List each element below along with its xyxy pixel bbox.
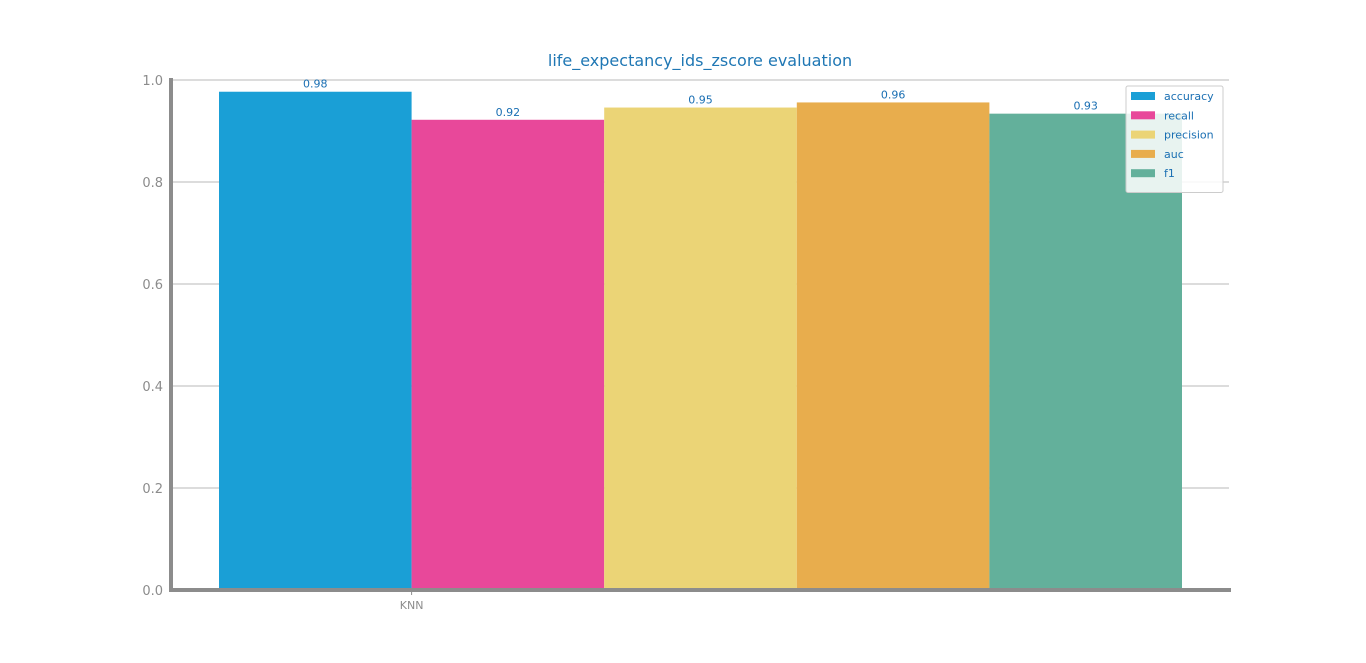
data-label-accuracy: 0.98 bbox=[303, 78, 328, 91]
y-tick-label: 0.6 bbox=[142, 278, 163, 293]
bar-precision bbox=[604, 107, 797, 590]
y-tick-label: 0.0 bbox=[142, 584, 163, 599]
legend-label-f1: f1 bbox=[1164, 167, 1175, 180]
ticks-layer: 0.0 0.2 0.4 0.6 0.8 1.0 KNN bbox=[142, 74, 423, 612]
x-tick-label: KNN bbox=[400, 599, 424, 612]
data-label-precision: 0.95 bbox=[688, 94, 713, 107]
legend-swatch-accuracy bbox=[1131, 92, 1155, 100]
axes-layer bbox=[169, 78, 1231, 592]
chart-title: life_expectancy_ids_zscore evaluation bbox=[548, 51, 852, 71]
bar-recall bbox=[411, 119, 605, 590]
legend-label-accuracy: accuracy bbox=[1164, 90, 1214, 103]
bar-accuracy bbox=[219, 91, 412, 590]
legend-label-precision: precision bbox=[1164, 129, 1214, 142]
legend-swatch-precision bbox=[1131, 130, 1155, 139]
legend-label-auc: auc bbox=[1164, 148, 1184, 161]
legend-swatch-recall bbox=[1131, 111, 1155, 120]
bar-f1 bbox=[989, 113, 1182, 590]
legend: accuracy recall precision auc f1 bbox=[1125, 85, 1224, 193]
legend-swatch-f1 bbox=[1131, 169, 1155, 178]
bars-layer bbox=[219, 91, 1182, 590]
y-tick-label: 0.4 bbox=[142, 380, 163, 395]
legend-swatch-auc bbox=[1131, 149, 1155, 158]
y-tick-label: 1.0 bbox=[142, 74, 163, 89]
legend-label-recall: recall bbox=[1164, 109, 1194, 122]
data-labels-layer: 0.98 0.92 0.95 0.96 0.93 bbox=[303, 78, 1098, 119]
bar-auc bbox=[796, 102, 990, 590]
y-tick-label: 0.8 bbox=[142, 176, 163, 191]
data-label-auc: 0.96 bbox=[881, 88, 906, 101]
y-tick-label: 0.2 bbox=[142, 482, 163, 497]
data-label-f1: 0.93 bbox=[1073, 100, 1098, 113]
data-label-recall: 0.92 bbox=[496, 106, 521, 119]
